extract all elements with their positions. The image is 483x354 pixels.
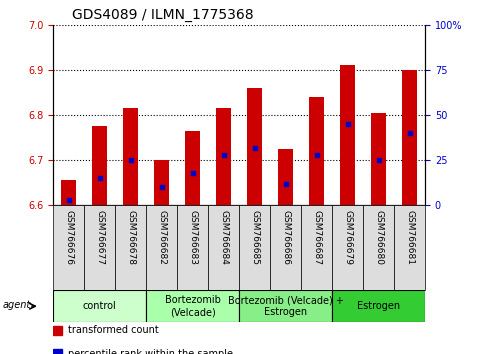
Bar xyxy=(332,205,363,290)
Bar xyxy=(340,65,355,205)
Bar xyxy=(61,181,76,205)
Bar xyxy=(371,113,386,205)
Point xyxy=(127,158,134,163)
Bar xyxy=(239,290,332,322)
Text: GSM766686: GSM766686 xyxy=(281,210,290,264)
Text: GSM766682: GSM766682 xyxy=(157,210,166,264)
Point xyxy=(189,170,197,176)
Text: control: control xyxy=(83,301,116,311)
Bar xyxy=(216,108,231,205)
Bar xyxy=(53,205,84,290)
Point xyxy=(375,158,383,163)
Bar xyxy=(332,290,425,322)
Bar xyxy=(146,290,239,322)
Bar xyxy=(185,131,200,205)
Text: transformed count: transformed count xyxy=(68,325,159,335)
Text: GSM766681: GSM766681 xyxy=(405,210,414,264)
Text: GSM766677: GSM766677 xyxy=(95,210,104,264)
Bar xyxy=(247,88,262,205)
Text: GSM766685: GSM766685 xyxy=(250,210,259,264)
Text: GSM766678: GSM766678 xyxy=(126,210,135,264)
Bar xyxy=(123,108,138,205)
Text: GSM766683: GSM766683 xyxy=(188,210,197,264)
Text: GSM766687: GSM766687 xyxy=(312,210,321,264)
Bar xyxy=(394,205,425,290)
Bar xyxy=(309,97,324,205)
Point xyxy=(65,197,72,203)
Bar xyxy=(53,349,62,354)
Bar xyxy=(177,205,208,290)
Bar xyxy=(301,205,332,290)
Text: Bortezomib (Velcade) +
Estrogen: Bortezomib (Velcade) + Estrogen xyxy=(227,295,343,317)
Bar xyxy=(270,205,301,290)
Text: Estrogen: Estrogen xyxy=(357,301,400,311)
Point xyxy=(220,152,227,158)
Bar xyxy=(84,205,115,290)
Bar xyxy=(278,149,293,205)
Text: GSM766680: GSM766680 xyxy=(374,210,383,264)
Point xyxy=(313,152,320,158)
Bar xyxy=(53,326,62,335)
Point xyxy=(282,181,289,187)
Bar xyxy=(92,126,107,205)
Point xyxy=(344,121,352,127)
Text: Bortezomib
(Velcade): Bortezomib (Velcade) xyxy=(165,295,221,317)
Bar xyxy=(239,205,270,290)
Bar xyxy=(363,205,394,290)
Bar xyxy=(402,70,417,205)
Bar xyxy=(115,205,146,290)
Text: GDS4089 / ILMN_1775368: GDS4089 / ILMN_1775368 xyxy=(72,8,254,22)
Bar xyxy=(154,160,170,205)
Point xyxy=(158,184,166,190)
Point xyxy=(406,130,413,136)
Point xyxy=(251,145,258,150)
Bar xyxy=(208,205,239,290)
Point xyxy=(96,176,103,181)
Text: GSM766684: GSM766684 xyxy=(219,210,228,264)
Text: GSM766676: GSM766676 xyxy=(64,210,73,264)
Bar xyxy=(53,290,146,322)
Bar xyxy=(146,205,177,290)
Text: agent: agent xyxy=(3,299,31,310)
Text: percentile rank within the sample: percentile rank within the sample xyxy=(68,349,233,354)
Text: GSM766679: GSM766679 xyxy=(343,210,352,264)
